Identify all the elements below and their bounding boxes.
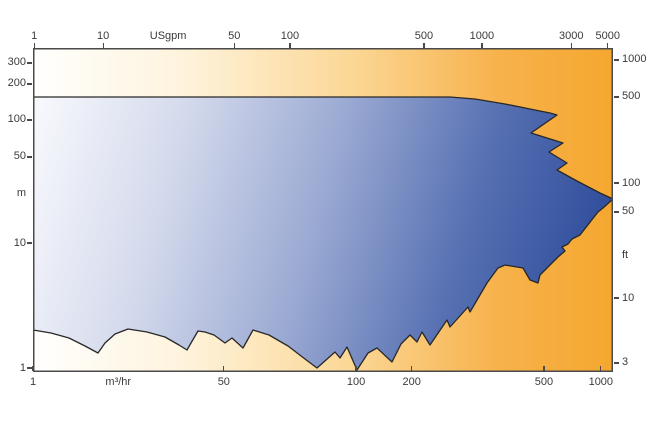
tick-label-left-100: 100 <box>7 113 26 126</box>
tick-mark-right <box>614 96 619 98</box>
tick-mark-top <box>33 43 35 48</box>
tick-label-bottom-500: 500 <box>534 376 554 388</box>
tick-mark-top <box>607 43 609 48</box>
tick-label-bottom-50: 50 <box>217 376 230 388</box>
tick-mark-top <box>570 43 572 48</box>
tick-mark-bottom <box>32 365 34 371</box>
tick-label-left-10: 10 <box>13 236 26 249</box>
tick-label-left-300: 300 <box>7 56 26 69</box>
tick-mark-right <box>614 362 619 364</box>
tick-mark-left <box>27 367 32 369</box>
tick-label-right-1000: 1000 <box>622 53 647 66</box>
tick-mark-bottom <box>600 365 602 371</box>
tick-mark-top <box>423 43 425 48</box>
tick-mark-bottom <box>355 365 357 371</box>
tick-label-top-5000: 5000 <box>595 30 621 42</box>
tick-mark-bottom <box>543 365 545 371</box>
tick-label-bottom-200: 200 <box>402 376 421 388</box>
tick-mark-bottom <box>223 365 225 371</box>
tick-label-bottom-100: 100 <box>346 376 366 388</box>
plot-canvas <box>33 48 613 372</box>
tick-mark-left <box>27 242 32 244</box>
tick-mark-top <box>102 43 104 48</box>
unit-label-top-USgpm: USgpm <box>149 30 187 42</box>
tick-label-bottom-1000: 1000 <box>588 376 614 388</box>
tick-label-left-200: 200 <box>7 77 26 90</box>
tick-mark-left <box>27 62 32 64</box>
tick-mark-right <box>614 211 619 213</box>
tick-label-left-1: 1 <box>19 361 26 374</box>
tick-label-right-10: 10 <box>622 291 635 304</box>
tick-mark-left <box>27 156 32 158</box>
tick-label-left-50: 50 <box>13 150 26 163</box>
pump-coverage-outline <box>33 96 613 371</box>
tick-label-top-50: 50 <box>228 30 241 42</box>
tick-label-top-1: 1 <box>31 30 38 42</box>
tick-label-right-50: 50 <box>622 205 635 218</box>
tick-label-top-1000: 1000 <box>469 30 495 42</box>
tick-label-top-500: 500 <box>414 30 434 42</box>
unit-label-right-ft: ft <box>622 248 629 261</box>
tick-mark-top <box>481 43 483 48</box>
tick-label-bottom-1: 1 <box>29 376 37 388</box>
unit-label-left-m: m <box>16 186 26 199</box>
tick-mark-right <box>614 59 619 61</box>
tick-label-right-500: 500 <box>622 90 641 103</box>
tick-label-top-3000: 3000 <box>558 30 584 42</box>
tick-mark-left <box>27 119 32 121</box>
tick-mark-bottom <box>411 365 413 371</box>
tick-mark-right <box>614 182 619 184</box>
pump-coverage-area <box>33 97 613 370</box>
plot-frame <box>33 48 613 372</box>
tick-label-right-3: 3 <box>622 356 629 369</box>
tick-label-top-100: 100 <box>280 30 300 42</box>
tick-mark-top <box>233 43 235 48</box>
tick-mark-left <box>27 83 32 85</box>
unit-label-bottom-mhr: m³/hr <box>105 376 132 388</box>
tick-mark-top <box>289 43 291 48</box>
tick-label-right-100: 100 <box>622 176 641 189</box>
tick-mark-right <box>614 297 619 299</box>
tick-label-top-10: 10 <box>97 30 110 42</box>
